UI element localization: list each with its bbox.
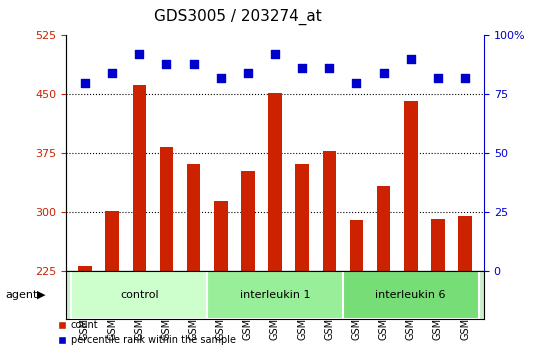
Bar bbox=[268, 93, 282, 272]
Bar bbox=[133, 85, 146, 272]
Point bbox=[81, 80, 90, 85]
Bar bbox=[431, 219, 444, 272]
Text: ▶: ▶ bbox=[37, 290, 46, 300]
Point bbox=[406, 56, 415, 62]
Text: GDS3005 / 203274_at: GDS3005 / 203274_at bbox=[154, 8, 322, 25]
Bar bbox=[322, 151, 336, 272]
Bar bbox=[404, 101, 417, 272]
Text: agent: agent bbox=[6, 290, 38, 300]
Bar bbox=[72, 272, 207, 319]
Point bbox=[325, 65, 334, 71]
Point bbox=[162, 61, 171, 67]
Point bbox=[244, 70, 252, 76]
Point bbox=[460, 75, 469, 81]
Bar bbox=[350, 220, 363, 272]
Bar bbox=[78, 266, 92, 272]
Bar bbox=[241, 171, 255, 272]
Text: interleukin 1: interleukin 1 bbox=[240, 290, 310, 300]
Point bbox=[298, 65, 306, 71]
Point bbox=[379, 70, 388, 76]
Point bbox=[216, 75, 225, 81]
Legend: count, percentile rank within the sample: count, percentile rank within the sample bbox=[54, 316, 240, 349]
Point bbox=[433, 75, 442, 81]
Bar bbox=[207, 272, 343, 319]
Point bbox=[271, 51, 279, 57]
Bar bbox=[187, 164, 200, 272]
Bar bbox=[214, 201, 228, 272]
Point bbox=[135, 51, 144, 57]
Bar bbox=[377, 187, 390, 272]
Bar bbox=[458, 216, 472, 272]
Bar bbox=[295, 164, 309, 272]
Point bbox=[189, 61, 198, 67]
Bar bbox=[343, 272, 478, 319]
Text: interleukin 6: interleukin 6 bbox=[376, 290, 446, 300]
Point bbox=[352, 80, 361, 85]
Bar bbox=[160, 147, 173, 272]
Point bbox=[108, 70, 117, 76]
Bar bbox=[106, 211, 119, 272]
Text: control: control bbox=[120, 290, 158, 300]
